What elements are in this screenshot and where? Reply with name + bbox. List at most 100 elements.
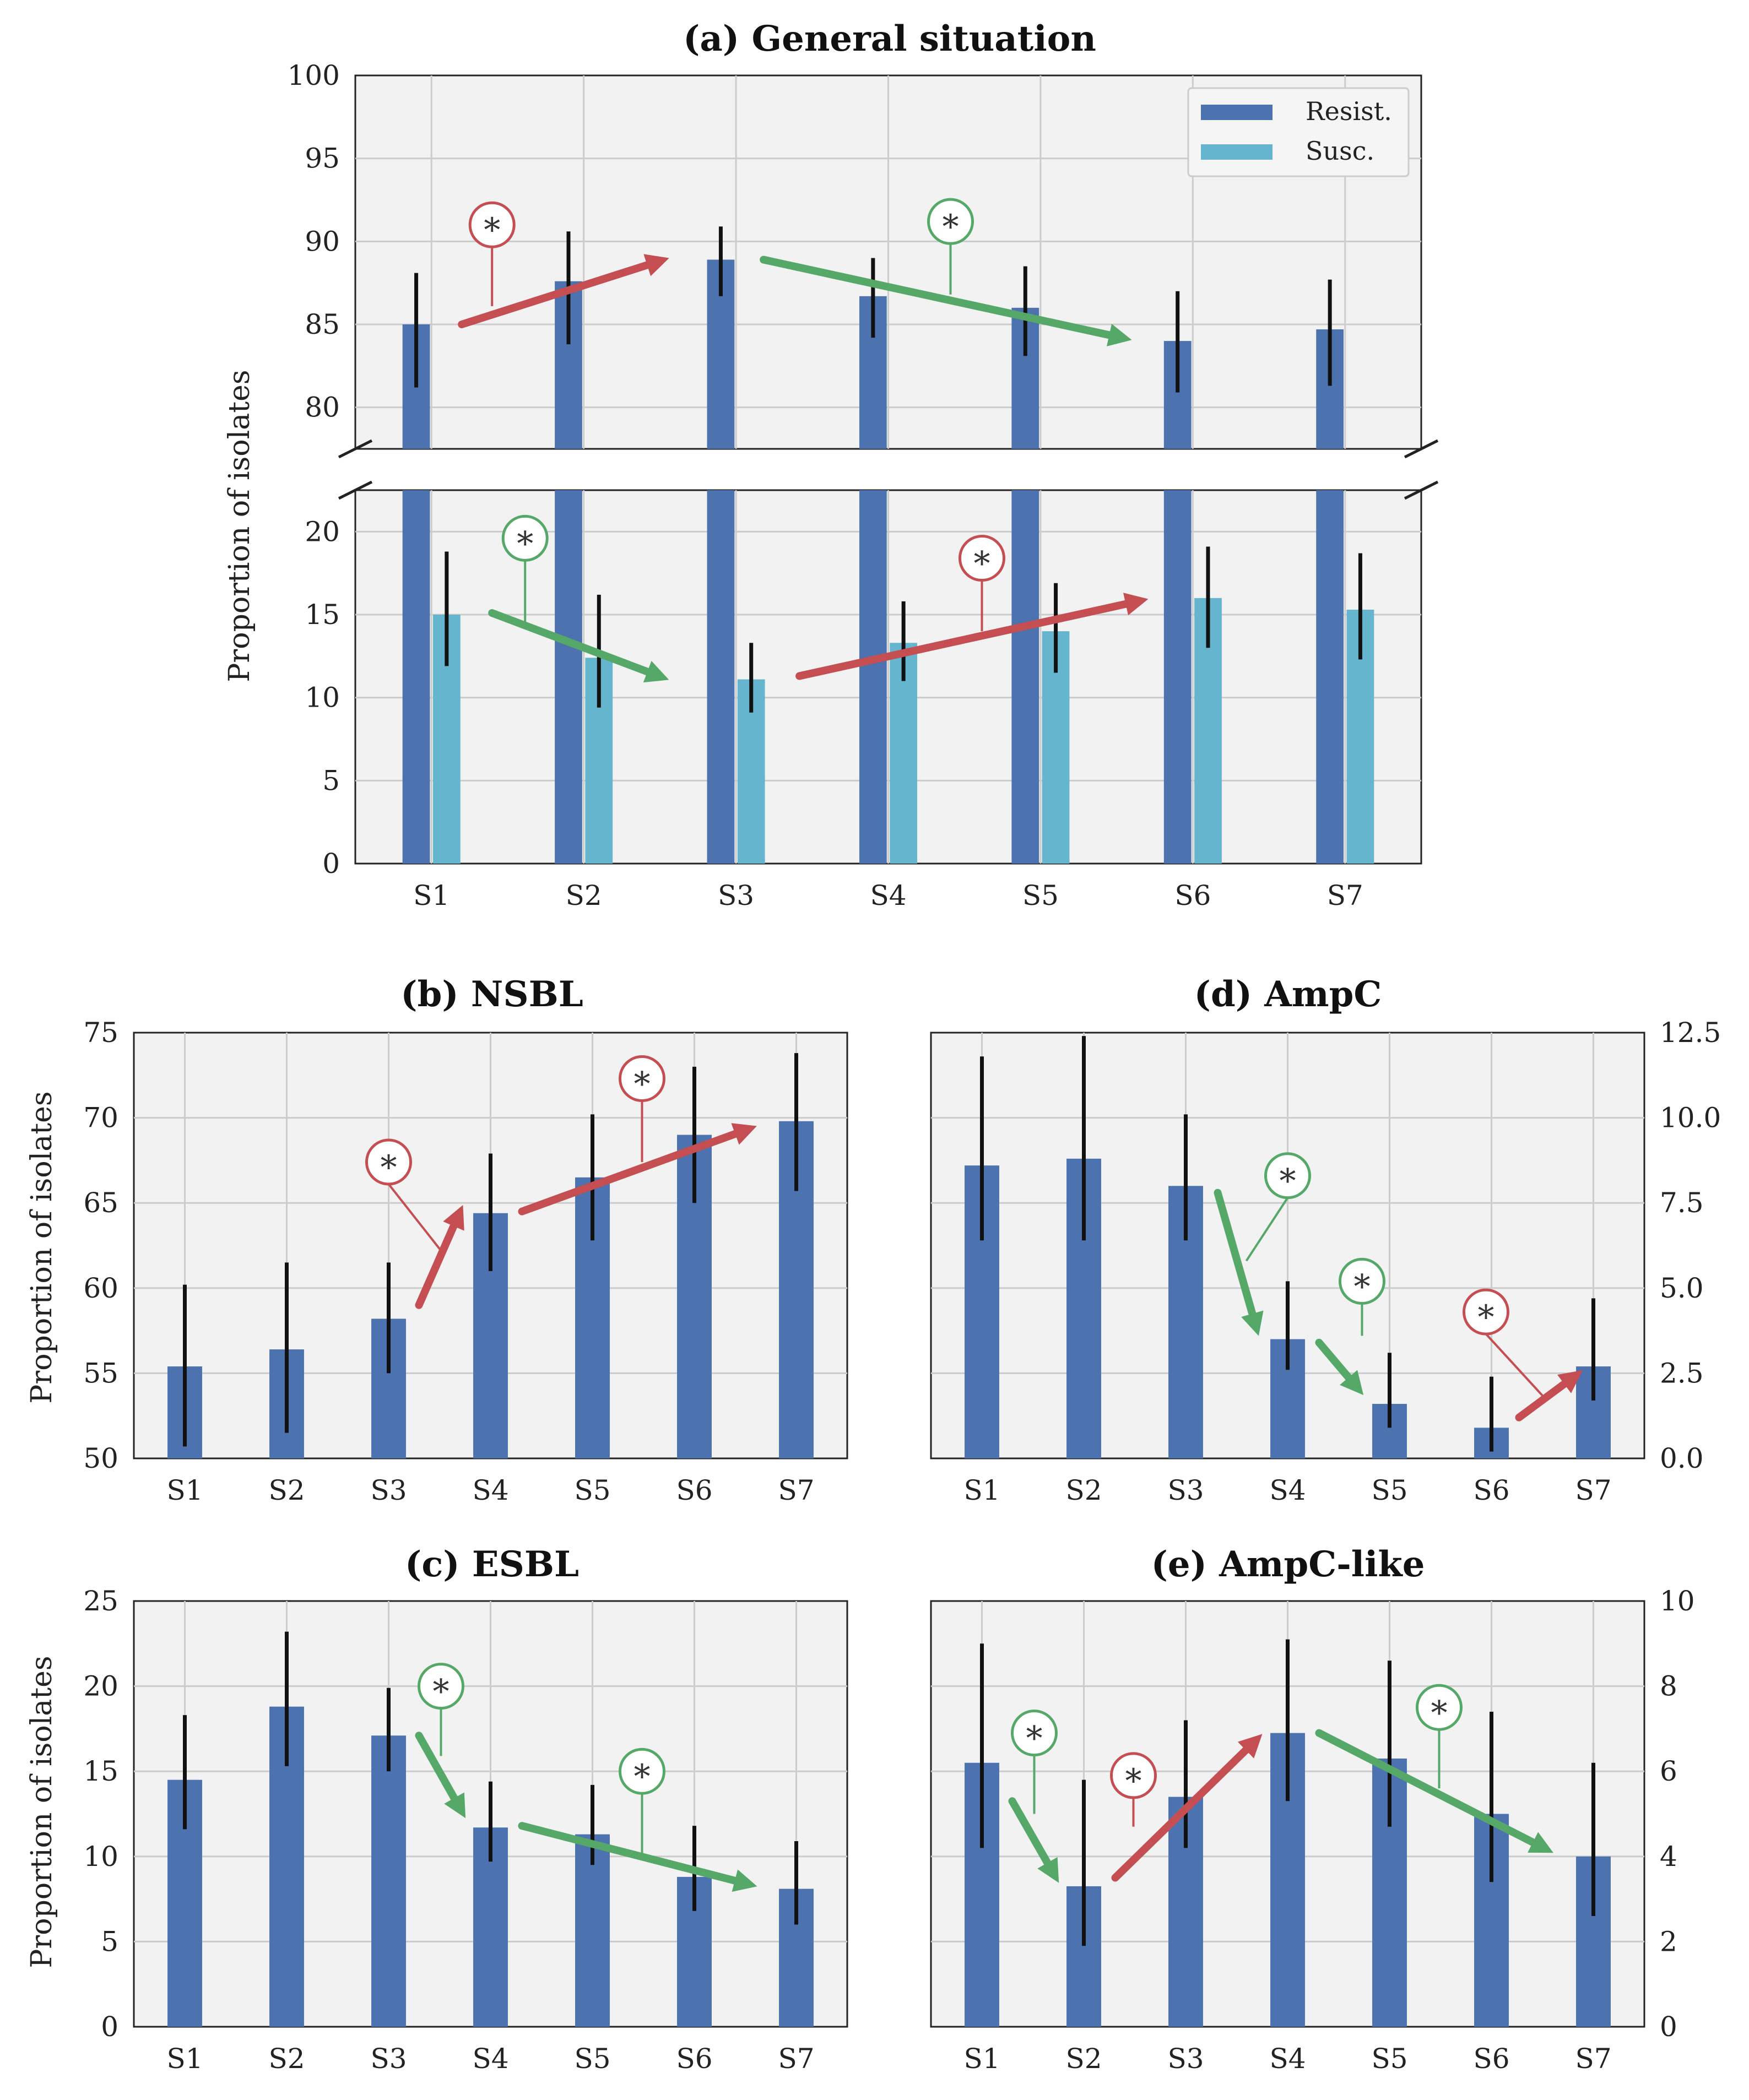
x-tick-label: S2	[1065, 2043, 1102, 2075]
trend-arrow	[1315, 1338, 1364, 1396]
x-tick-label: S3	[1167, 1474, 1204, 1506]
x-tick-label: S2	[268, 1474, 305, 1506]
x-tick-label: S7	[778, 1474, 814, 1506]
y-tick-label: 5	[101, 1925, 118, 1957]
significance-star: *	[517, 524, 533, 563]
x-tick-label: S6	[1174, 880, 1211, 911]
x-tick-label: S5	[574, 2043, 610, 2075]
trend-arrow	[415, 1204, 464, 1309]
legend-label-resist: Resist.	[1306, 96, 1392, 126]
x-tick-label: S1	[166, 1474, 203, 1506]
significance-star: *	[634, 1757, 651, 1796]
panel-e-title: (e) AmpC-like	[1151, 1544, 1425, 1585]
significance-marker	[1463, 1288, 1509, 1336]
panel-nsbl: (b) NSBL Proportion of isolates 50 55 60 65…	[25, 974, 848, 1506]
x-tick-label: S6	[1473, 2043, 1509, 2075]
significance-marker	[619, 1055, 665, 1102]
x-tick-label: S7	[1575, 1474, 1611, 1506]
panel-c-title: (c) ESBL	[405, 1544, 579, 1585]
bar-resist-lower-s4	[859, 490, 887, 864]
x-tick-label: S3	[1167, 2043, 1204, 2075]
y-tick-label: 10	[305, 682, 340, 714]
bar-resist-lower-s6	[1163, 490, 1192, 864]
significance-marker	[1011, 1710, 1058, 1757]
legend-label-susc: Susc.	[1306, 136, 1374, 166]
y-tick-label: 100	[288, 59, 340, 91]
trend-arrow	[1515, 1370, 1583, 1421]
y-tick-label: 2	[1660, 1925, 1677, 1957]
significance-star: *	[943, 208, 959, 246]
y-tick-label: 0	[322, 848, 340, 880]
axis-break-marks	[338, 439, 1439, 500]
y-tick-label: 50	[83, 1442, 118, 1474]
y-tick-label: 10	[1660, 1585, 1695, 1617]
x-tick-label: S2	[1065, 1474, 1102, 1506]
panel-general-situation: (a) General situation Proportion of isol…	[223, 18, 1439, 911]
significance-marker	[1339, 1257, 1385, 1305]
y-tick-label: 0	[1660, 2011, 1677, 2043]
y-tick-label: 4	[1660, 1841, 1677, 1873]
bar-resist-lower-s3	[707, 490, 735, 864]
x-tick-label: S1	[963, 1474, 1000, 1506]
legend-swatch-susc	[1201, 144, 1273, 160]
annotation-leader	[1485, 1333, 1545, 1398]
trend-arrow	[1008, 1797, 1059, 1883]
y-tick-label: 75	[83, 1017, 118, 1049]
trend-annotations: * * *	[1008, 1684, 1553, 1883]
y-tick-label: 0	[101, 2011, 118, 2043]
trend-annotations: * * *	[1214, 1152, 1583, 1421]
x-tick-label: S2	[566, 880, 602, 911]
lower-axes: 0 5 10 15 20 S1 S2 S3 S4 S5 S6 S7	[305, 489, 1422, 911]
y-tick-label: 15	[83, 1755, 118, 1787]
significance-marker	[418, 1663, 464, 1710]
x-tick-label: S5	[1371, 1474, 1407, 1506]
y-tick-label: 25	[83, 1585, 118, 1617]
panel-a-ylabel: Proportion of isolates	[223, 370, 256, 682]
panel-ampc-like: (e) AmpC-like 0 2 4 6 8 10 S1 S2 S3 S4 S5 S6 S7 * * *	[930, 1544, 1695, 2075]
y-tick-label: 7.5	[1660, 1187, 1704, 1219]
significance-star: *	[484, 211, 500, 249]
trend-arrow	[488, 609, 669, 683]
significance-star: *	[1026, 1719, 1043, 1758]
x-tick-label: S1	[166, 2043, 203, 2075]
y-tick-label: 0.0	[1660, 1442, 1704, 1474]
y-tick-label: 6	[1660, 1755, 1677, 1787]
significance-marker	[501, 514, 549, 562]
trend-arrow	[518, 1822, 757, 1892]
panel-b-title: (b) NSBL	[400, 974, 583, 1015]
significance-marker	[468, 201, 516, 248]
x-tick-label: S3	[370, 1474, 407, 1506]
x-tick-label: S5	[1371, 2043, 1407, 2075]
trend-annotations: **	[415, 1663, 757, 1892]
trend-arrow	[518, 1123, 757, 1215]
y-tick-label: 12.5	[1660, 1017, 1721, 1049]
significance-marker	[927, 198, 974, 245]
y-tick-label: 90	[305, 225, 340, 257]
bar-resist-lower-s1	[402, 490, 430, 864]
significance-marker	[1416, 1684, 1463, 1731]
x-tick-label: S1	[413, 880, 450, 911]
panel-c-ylabel: Proportion of isolates	[25, 1656, 58, 1968]
trend-arrow	[458, 254, 669, 328]
x-tick-label: S4	[1269, 1474, 1306, 1506]
panel-ampc: (d) AmpC 0.0 2.5 5.0 7.5 10.0 12.5 S1 S2 S3 S4 S5 S…	[930, 974, 1721, 1506]
x-tick-label: S7	[1327, 880, 1363, 911]
significance-star: *	[634, 1065, 651, 1103]
annotation-leader	[1245, 1197, 1289, 1262]
bar-resist-lower-s7	[1316, 490, 1344, 864]
x-tick-label: S4	[1269, 2043, 1306, 2075]
panel-esbl: (c) ESBL Proportion of isolates 0 5 10 15 20…	[25, 1544, 848, 2075]
x-tick-label: S5	[574, 1474, 610, 1506]
trend-annotations: **	[365, 1055, 757, 1309]
trend-arrow	[1111, 1734, 1263, 1882]
trend-arrow	[1315, 1729, 1553, 1853]
y-tick-label: 20	[83, 1670, 118, 1702]
significance-star: *	[1125, 1762, 1142, 1800]
significance-star: *	[1431, 1694, 1448, 1732]
y-tick-label: 15	[305, 599, 340, 631]
x-tick-label: S4	[472, 2043, 508, 2075]
trend-arrow	[415, 1732, 466, 1819]
y-tick-label: 5.0	[1660, 1272, 1704, 1304]
trend-arrow	[795, 593, 1149, 680]
